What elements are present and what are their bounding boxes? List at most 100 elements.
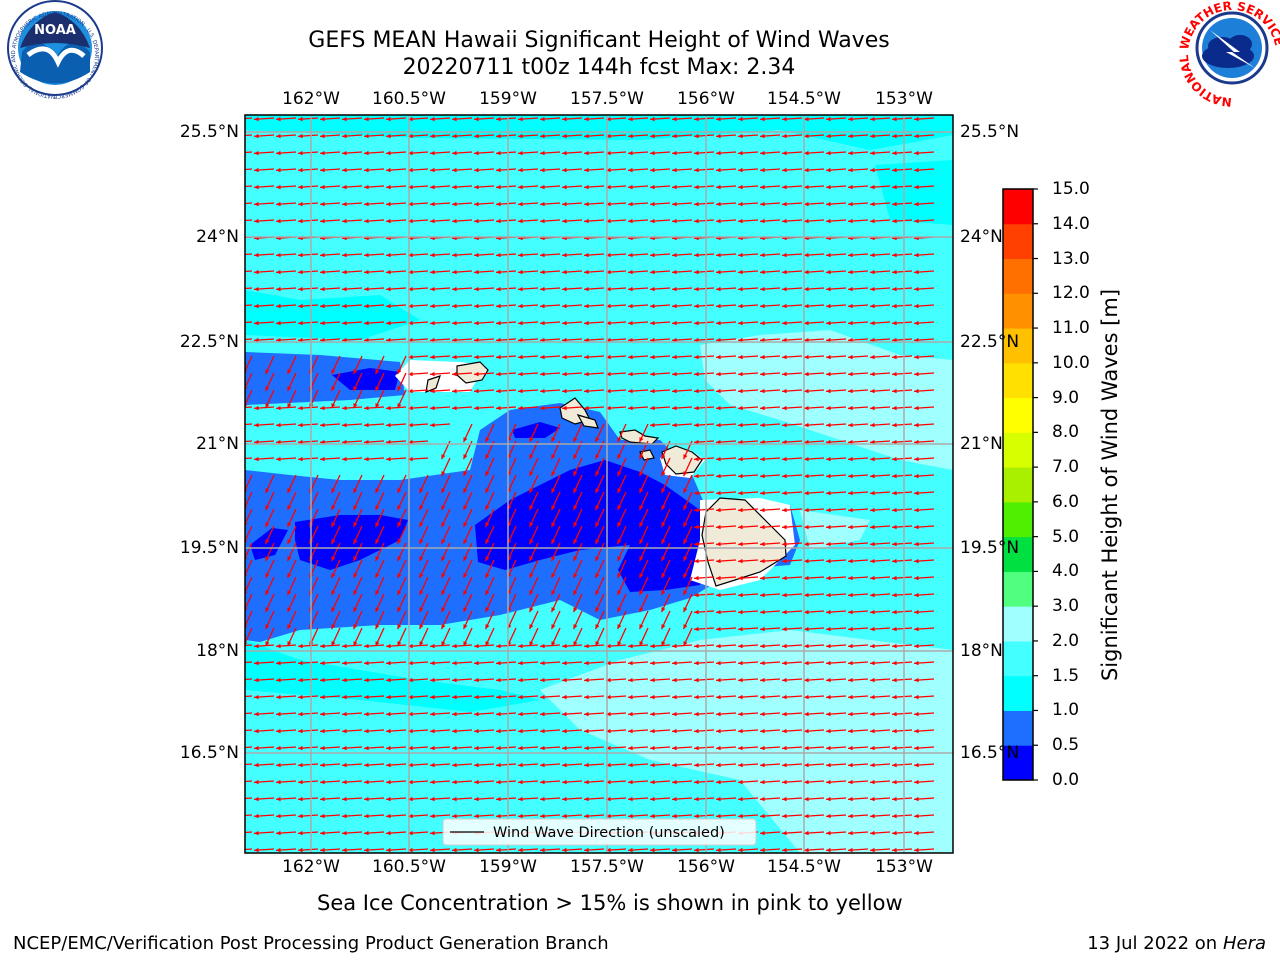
wind-arrow-head xyxy=(870,779,875,785)
wind-arrow-head xyxy=(892,575,897,581)
wind-arrow-head xyxy=(584,388,589,394)
wind-arrow-head xyxy=(386,269,391,275)
wind-arrow-head xyxy=(584,252,589,258)
wind-arrow-head xyxy=(639,505,644,511)
wind-arrow-head xyxy=(232,202,237,206)
wind-arrow-head xyxy=(892,694,897,700)
wind-arrow-head xyxy=(265,369,270,375)
colorbar-tick-label: 1.5 xyxy=(1052,665,1080,686)
wind-arrow-head xyxy=(518,116,523,122)
wind-arrow-head xyxy=(738,694,743,700)
wind-arrow-head xyxy=(419,556,424,562)
wind-arrow-head xyxy=(848,660,853,666)
wind-arrow-head xyxy=(650,660,655,666)
wind-arrow-head xyxy=(584,405,589,411)
wind-arrow-head xyxy=(430,677,435,683)
wind-arrow-head xyxy=(650,728,655,734)
wind-arrow-head xyxy=(914,269,919,275)
wind-arrow-head xyxy=(540,728,545,734)
wind-arrow-head xyxy=(650,762,655,768)
wind-arrow-head xyxy=(254,184,259,190)
wind-arrow-head xyxy=(298,677,303,683)
wind-arrow-head xyxy=(914,116,919,122)
wind-arrow-head xyxy=(441,573,446,579)
wind-arrow-head xyxy=(870,694,875,700)
lat-tick-right: 21°N xyxy=(960,434,1003,454)
wind-arrow-head xyxy=(804,847,809,853)
wind-arrow-head xyxy=(386,847,391,853)
wind-arrow-head xyxy=(430,286,435,292)
wind-arrow-head xyxy=(892,184,897,190)
wind-arrow-head xyxy=(694,575,699,581)
wind-arrow-head xyxy=(562,694,567,700)
wind-arrow-head xyxy=(397,369,402,375)
wind-arrow-head xyxy=(914,609,919,615)
wind-arrow-head xyxy=(386,116,391,122)
wind-arrow-head xyxy=(353,590,358,596)
wind-arrow xyxy=(245,219,253,222)
wind-arrow-head xyxy=(606,320,611,326)
wind-arrow-head xyxy=(540,694,545,700)
wind-arrow xyxy=(245,831,253,834)
wind-arrow-head xyxy=(848,745,853,751)
wind-arrow-head xyxy=(870,456,875,462)
wind-arrow-head xyxy=(276,456,281,462)
wind-arrow-head xyxy=(738,609,743,615)
wind-arrow-head xyxy=(452,218,457,224)
wind-arrow-head xyxy=(584,728,589,734)
wind-arrow-head xyxy=(738,813,743,819)
wind-arrow-head xyxy=(298,218,303,224)
wind-arrow-head xyxy=(595,488,600,494)
wind-arrow-head xyxy=(331,624,336,630)
footer-host: Hera xyxy=(1222,933,1266,954)
wind-arrow-head xyxy=(848,711,853,717)
wind-arrow-head xyxy=(892,643,897,649)
colorbar-tick-label: 4.0 xyxy=(1052,561,1080,582)
wind-arrow-head xyxy=(430,405,435,411)
wind-arrow-head xyxy=(386,337,391,343)
wind-arrow-head xyxy=(386,252,391,258)
wind-arrow-head xyxy=(474,388,479,394)
wind-arrow-head xyxy=(804,796,809,802)
wind-arrow-head xyxy=(254,779,259,785)
lat-tick-right: 22.5°N xyxy=(960,332,1020,352)
wind-arrow-head xyxy=(452,286,457,292)
wind-arrow-head xyxy=(474,320,479,326)
wind-arrow-head xyxy=(804,320,809,326)
wind-arrow-head xyxy=(474,643,479,649)
wind-arrow-head xyxy=(826,660,831,666)
wind-arrow-head xyxy=(562,813,567,819)
wind-arrow-head xyxy=(826,796,831,802)
wind-arrow-head xyxy=(606,728,611,734)
wind-arrow-head xyxy=(485,437,490,443)
wind-arrow-head xyxy=(430,830,435,836)
wind-arrow xyxy=(245,508,253,526)
wind-arrow-head xyxy=(870,507,875,513)
wind-arrow-head xyxy=(892,609,897,615)
wind-arrow-head xyxy=(331,488,336,494)
wind-arrow-head xyxy=(408,813,413,819)
wind-arrow-head xyxy=(276,779,281,785)
wind-arrow-head xyxy=(892,660,897,666)
wind-arrow-head xyxy=(804,490,809,496)
wind-arrow-head xyxy=(364,456,369,462)
wind-arrow-head xyxy=(892,490,897,496)
wind-arrow xyxy=(245,542,253,560)
wind-arrow-head xyxy=(353,522,358,528)
wind-arrow-head xyxy=(716,728,721,734)
wind-arrow-head xyxy=(782,439,787,445)
wind-arrow-head xyxy=(848,609,853,615)
wind-arrow-head xyxy=(782,405,787,411)
lat-tick-right: 24°N xyxy=(960,227,1003,247)
wind-arrow-head xyxy=(353,573,358,579)
wind-arrow-head xyxy=(452,745,457,751)
wind-arrow-head xyxy=(760,150,765,156)
wind-arrow-head xyxy=(441,624,446,630)
wind-arrow-head xyxy=(826,711,831,717)
wind-arrow-head xyxy=(430,133,435,139)
wind-arrow-head xyxy=(386,405,391,411)
wind-arrow-head xyxy=(760,541,765,547)
wind-arrow-head xyxy=(353,386,358,392)
wind-arrow-head xyxy=(540,813,545,819)
wind-arrow-head xyxy=(463,454,468,460)
